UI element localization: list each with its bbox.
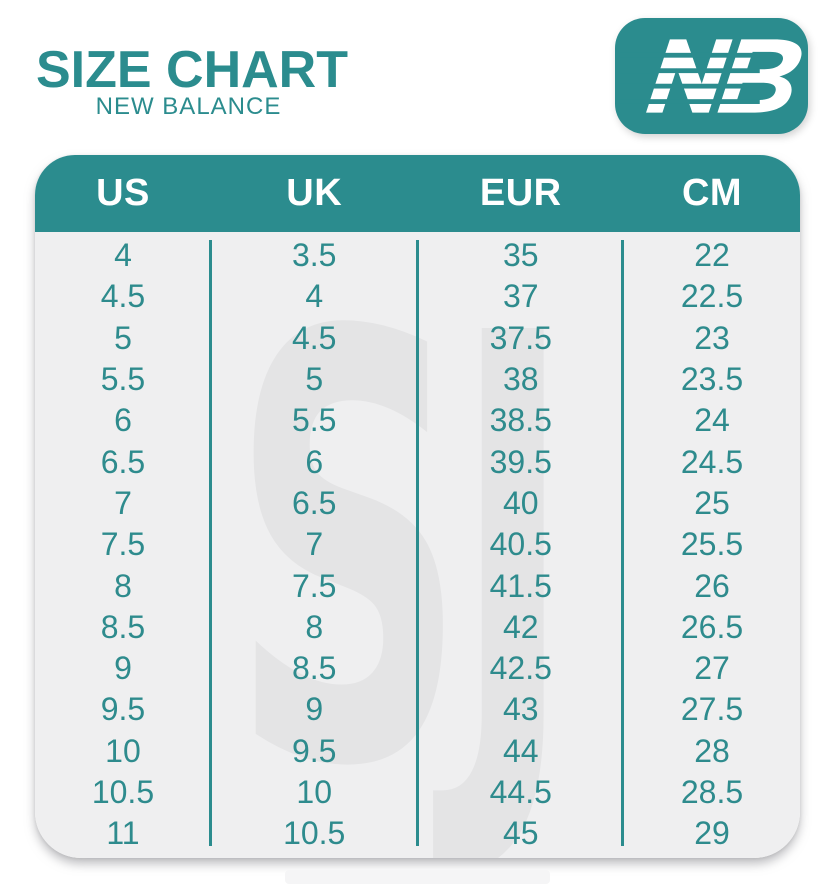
new-balance-logo	[615, 18, 808, 134]
page-title: SIZE CHART	[36, 41, 348, 99]
column-header-us: US	[96, 172, 150, 214]
size-cell: 6.5	[291, 484, 337, 521]
size-cell: 42.5	[489, 650, 552, 687]
size-rows: 4 3.5 35 22 4.5 4 37 22.5 5 4.5 37.5 23 5.5 5 38 23.5 6 5…	[35, 235, 800, 854]
size-cell: 11	[106, 815, 140, 852]
size-cell: 26	[694, 567, 730, 604]
size-cell: 9.5	[100, 691, 146, 728]
size-cell: 10	[296, 774, 332, 810]
footer-watermark	[285, 870, 550, 884]
size-cell: 44	[502, 732, 539, 769]
size-cell: 40.5	[489, 526, 552, 563]
background-watermark: SJ	[230, 211, 574, 858]
size-cell: 5	[305, 361, 324, 398]
brand-subtitle: NEW BALANCE	[95, 93, 282, 120]
size-cell: 7.5	[291, 567, 337, 604]
size-cell: 38	[502, 361, 539, 398]
column-divider	[621, 240, 624, 846]
size-cell: 6	[305, 443, 324, 480]
size-cell: 9	[114, 650, 132, 687]
size-cell: 29	[694, 815, 730, 852]
column-header-cm: CM	[681, 172, 743, 214]
size-cell: 8	[305, 608, 324, 645]
size-cell: 4	[114, 237, 132, 274]
size-cell: 22.5	[680, 278, 744, 315]
size-cell: 39.5	[489, 443, 552, 480]
column-divider	[209, 240, 212, 846]
size-cell: 38.5	[489, 402, 552, 439]
size-cell: 27	[694, 650, 730, 687]
table-header-row: US UK EUR CM	[35, 155, 800, 232]
size-cell: 6	[114, 402, 132, 439]
size-cell: 23.5	[680, 361, 744, 398]
size-cell: 7	[114, 484, 132, 521]
size-chart-table: US UK EUR CM SJ 4 3.5 35 22 4.5 4 37 22.5 5 4.5 37…	[35, 155, 800, 858]
size-cell: 25.5	[680, 526, 744, 563]
size-cell: 4	[305, 278, 324, 315]
column-divider	[416, 240, 419, 846]
size-cell: 28	[694, 732, 730, 769]
size-cell: 37.5	[489, 319, 552, 356]
size-cell: 9.5	[291, 732, 337, 769]
column-header-uk: UK	[286, 172, 343, 214]
size-cell: 7	[305, 526, 324, 563]
size-cell: 28.5	[680, 774, 744, 810]
size-cell: 25	[694, 484, 730, 521]
size-cell: 8.5	[100, 608, 146, 645]
size-cell: 5.5	[100, 361, 146, 398]
size-cell: 7.5	[100, 526, 146, 563]
size-cell: 22	[694, 237, 730, 274]
size-cell: 26.5	[680, 608, 744, 645]
size-cell: 5.5	[291, 402, 337, 439]
size-cell: 10.5	[91, 774, 155, 810]
size-cell: 40	[502, 484, 539, 521]
size-cell: 4.5	[100, 278, 146, 315]
size-cell: 8	[114, 567, 132, 604]
nb-logo-icon	[619, 39, 802, 113]
size-cell: 8.5	[291, 650, 337, 687]
table-body: SJ 4 3.5 35 22 4.5 4 37 22.5 5 4.5 37.5 23 5.5 5 38 23.…	[35, 232, 800, 858]
size-cell: 35	[502, 237, 539, 274]
size-cell: 41.5	[489, 567, 552, 604]
size-cell: 23	[694, 319, 730, 356]
size-cell: 10	[105, 732, 141, 769]
size-cell: 24.5	[680, 443, 744, 480]
size-cell: 6.5	[100, 443, 146, 480]
size-cell: 3.5	[291, 237, 337, 274]
column-header-eur: EUR	[479, 172, 562, 214]
size-cell: 27.5	[680, 691, 744, 728]
size-cell: 10.5	[283, 815, 346, 852]
size-cell: 5	[114, 319, 132, 356]
size-cell: 9	[305, 691, 324, 728]
size-cell: 43	[502, 691, 539, 728]
size-cell: 24	[694, 402, 730, 439]
size-cell: 37	[502, 278, 539, 315]
size-cell: 45	[502, 815, 539, 852]
size-cell: 42	[502, 608, 539, 645]
size-cell: 4.5	[291, 319, 337, 356]
size-cell: 44.5	[489, 774, 552, 810]
